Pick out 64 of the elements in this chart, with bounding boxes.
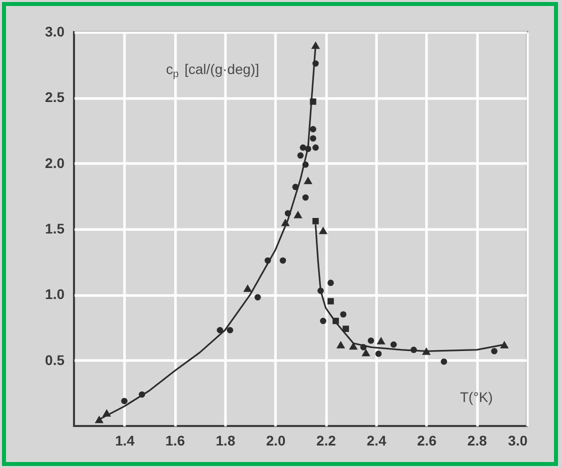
point: [340, 311, 346, 318]
x-tick-label: 2.4: [366, 432, 386, 448]
x-tick-label: 2.2: [316, 432, 336, 448]
point: [368, 337, 374, 344]
point: [312, 60, 319, 67]
point: [332, 318, 339, 324]
point: [312, 144, 319, 151]
point: [500, 340, 509, 348]
point: [320, 318, 326, 324]
x-tick-label: 2.6: [417, 432, 437, 448]
point: [300, 144, 306, 151]
y-tick-label: 0.5: [45, 352, 65, 368]
point: [281, 218, 290, 226]
point: [310, 126, 316, 132]
point: [302, 194, 309, 201]
point: [94, 416, 104, 424]
x-tick-label: 1.6: [165, 432, 186, 448]
point: [294, 210, 302, 218]
point: [138, 391, 146, 398]
point: [121, 398, 128, 404]
point: [292, 184, 299, 190]
point: [317, 288, 324, 294]
point: [390, 341, 397, 348]
point: [284, 210, 292, 216]
point: [280, 257, 286, 264]
x-tick-label: 1.4: [115, 432, 135, 448]
point: [264, 257, 271, 264]
point: [410, 346, 417, 353]
point: [243, 284, 252, 292]
x-tick-label: 2.8: [467, 432, 488, 448]
y-tick-label: 3.0: [45, 24, 65, 40]
point: [342, 326, 349, 332]
x-axis-title: T(°K): [460, 389, 493, 405]
point: [491, 348, 498, 354]
point: [375, 350, 382, 357]
point: [328, 280, 334, 286]
point: [349, 342, 358, 350]
point: [376, 336, 386, 344]
y-tick-label: 1.0: [45, 286, 65, 302]
point: [311, 41, 320, 49]
point: [328, 298, 334, 304]
x-tick-label: 3.0: [508, 432, 528, 448]
point: [336, 340, 346, 348]
point: [226, 326, 234, 334]
point: [310, 98, 316, 105]
point: [302, 161, 309, 168]
point: [297, 152, 304, 159]
point: [312, 218, 319, 224]
point: [304, 146, 312, 152]
point: [318, 226, 328, 234]
point: [422, 347, 431, 355]
point: [102, 409, 112, 417]
point: [440, 358, 448, 365]
point: [362, 348, 370, 356]
point: [360, 344, 367, 350]
x-tick-label: 1.8: [216, 432, 236, 448]
point: [310, 135, 316, 142]
y-tick-label: 2.0: [45, 154, 65, 171]
y-tick-label: 1.5: [45, 220, 65, 236]
point: [304, 176, 312, 184]
point: [254, 294, 261, 300]
point: [216, 326, 224, 334]
x-tick-label: 2.0: [266, 432, 286, 448]
y-tick-label: 2.5: [45, 89, 65, 106]
